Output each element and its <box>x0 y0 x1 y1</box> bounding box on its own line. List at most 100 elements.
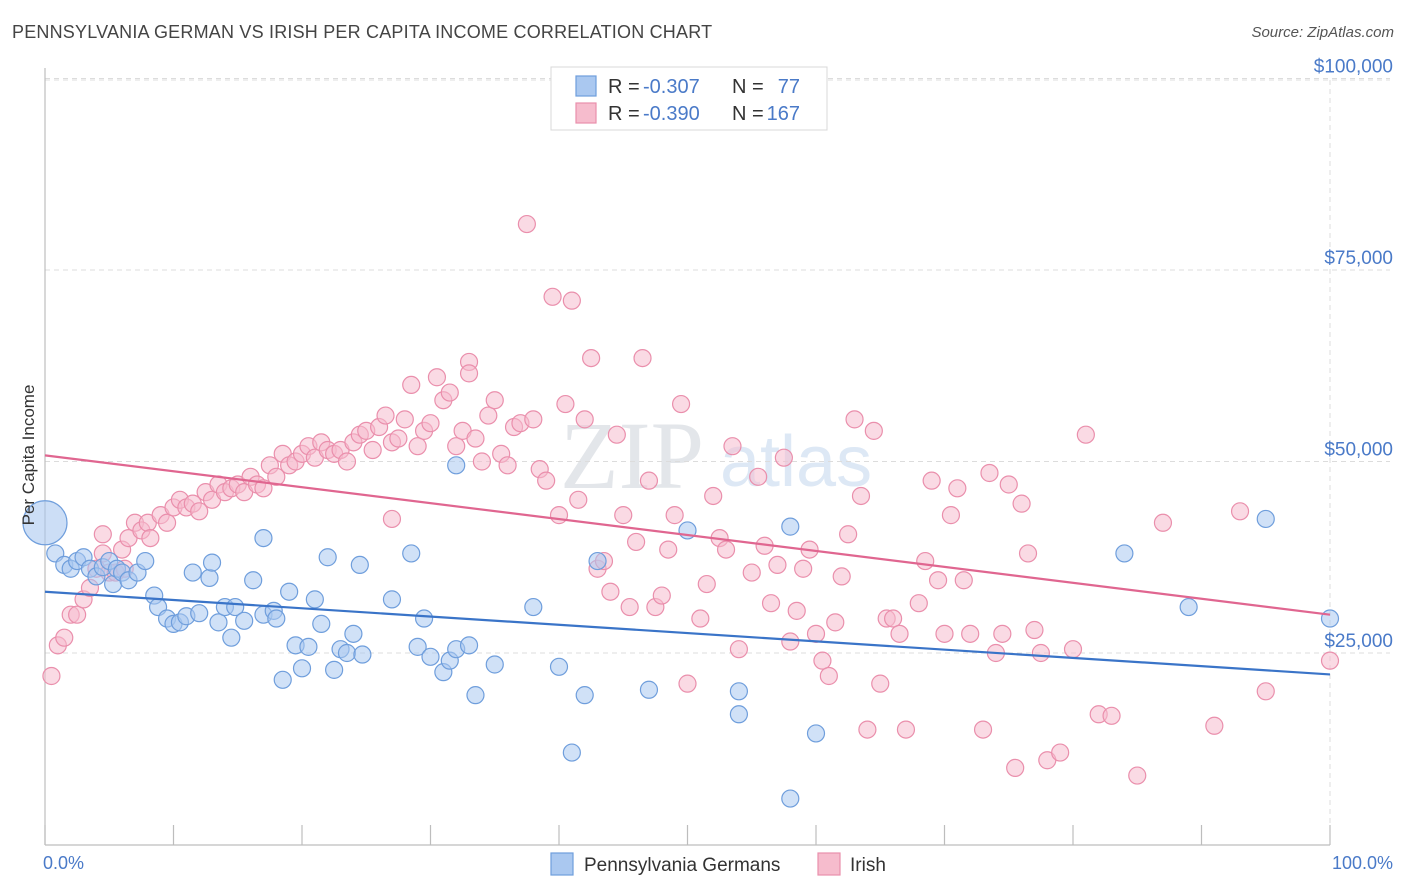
pennsylvania-german-points <box>22 456 1340 808</box>
irish-point-112 <box>761 594 781 613</box>
pennsylvania-german-point-22 <box>190 604 209 623</box>
irish-point-102 <box>691 609 710 628</box>
irish-point-97 <box>652 586 671 605</box>
pennsylvania-german-point-70 <box>781 789 800 808</box>
pennsylvania-german-point-74 <box>1320 609 1340 628</box>
irish-point-84 <box>569 490 588 509</box>
pennsylvania-german-point-large <box>22 500 68 546</box>
irish-point-162 <box>1230 502 1250 521</box>
irish-point-61 <box>421 414 440 433</box>
irish-point-149 <box>1012 494 1031 513</box>
pennsylvania-german-point-72 <box>1115 544 1134 563</box>
irish-point-121 <box>819 666 838 686</box>
stats-legend: R = -0.307 N = 77 R = -0.390 N = 167 <box>550 66 828 131</box>
irish-point-158 <box>1102 706 1121 725</box>
irish-point-18 <box>141 528 160 548</box>
irish-point-107 <box>723 437 742 456</box>
irish-point-139 <box>941 506 961 525</box>
irish-point-125 <box>845 410 864 429</box>
y-tick-label-2: $75,000 <box>1324 248 1393 269</box>
irish-point-148 <box>1006 758 1025 778</box>
irish-point-100 <box>671 394 691 414</box>
irish-point-109 <box>742 563 761 582</box>
irish-point-136 <box>922 471 941 490</box>
pennsylvania-german-point-59 <box>447 456 466 475</box>
irish-point-142 <box>961 624 980 643</box>
legend-n-value-blue: 77 <box>778 76 800 98</box>
irish-point-115 <box>781 632 800 651</box>
pennsylvania-german-point-49 <box>382 590 402 609</box>
irish-point-80 <box>543 287 562 306</box>
pennsylvania-german-point-34 <box>267 609 286 628</box>
bottom-legend-swatch-blue <box>550 852 574 876</box>
pennsylvania-german-point-63 <box>562 743 581 762</box>
irish-point-128 <box>864 421 883 440</box>
irish-point-48 <box>337 452 357 471</box>
irish-point-20 <box>157 513 177 532</box>
pennsylvania-german-point-14 <box>136 551 155 571</box>
irish-point-110 <box>749 467 768 486</box>
pennsylvania-german-point-39 <box>299 637 318 656</box>
x-tick-label-0: 0.0% <box>43 853 84 873</box>
pennsylvania-german-point-71 <box>806 724 826 743</box>
irish-point-70 <box>479 406 498 425</box>
irish-point-25 <box>190 502 209 521</box>
irish-point-141 <box>954 571 973 590</box>
pennsylvania-german-point-27 <box>222 628 241 647</box>
pennsylvania-german-point-67 <box>729 682 749 701</box>
irish-point-127 <box>858 720 877 739</box>
pennsylvania-german-point-51 <box>408 637 427 656</box>
irish-point-156 <box>1076 425 1095 444</box>
legend-n-label-blue: N = <box>732 76 764 98</box>
x-tick-label-1: 100.0% <box>1332 853 1393 873</box>
pennsylvania-german-point-69 <box>781 517 800 536</box>
irish-point-65 <box>447 437 466 456</box>
irish-point-119 <box>806 624 826 643</box>
irish-point-123 <box>832 567 851 586</box>
pennsylvania-german-point-66 <box>639 680 659 699</box>
irish-point-52 <box>363 440 382 460</box>
trend-lines <box>44 454 1331 676</box>
irish-point-137 <box>928 571 948 590</box>
irish-point-150 <box>1018 544 1038 563</box>
pennsylvania-german-point-61 <box>524 597 543 617</box>
irish-point-98 <box>659 540 678 559</box>
irish-point-89 <box>601 582 620 601</box>
pennsylvania-german-point-41 <box>312 614 331 633</box>
irish-point-138 <box>935 624 954 643</box>
irish-point-76 <box>517 214 536 234</box>
legend-r-label-blue: R = <box>608 76 640 98</box>
irish-point-91 <box>614 506 633 525</box>
pennsylvania-german-point-65 <box>588 551 607 571</box>
pennsylvania-german-point-53 <box>421 647 440 666</box>
irish-point-166 <box>459 364 479 383</box>
pennsylvania-german-point-58 <box>466 686 485 705</box>
y-axis-title: Per Capita Income <box>19 385 38 526</box>
irish-point-56 <box>389 429 408 448</box>
irish-point-2 <box>55 628 74 647</box>
irish-point-164 <box>1320 651 1340 670</box>
series-legend: Pennsylvania Germans Irish <box>550 852 886 876</box>
pennsylvania-german-point-35 <box>273 670 292 689</box>
pennsylvania-german-point-21 <box>183 563 202 582</box>
chart-title: PENNSYLVANIA GERMAN VS IRISH PER CAPITA … <box>12 22 713 42</box>
irish-point-161 <box>1205 716 1224 735</box>
pennsylvania-german-point-42 <box>318 548 337 567</box>
pennsylvania-german-point-73 <box>1256 509 1275 529</box>
irish-point-155 <box>1063 640 1083 659</box>
legend-r-value-blue: -0.307 <box>643 76 700 98</box>
irish-point-103 <box>697 574 716 594</box>
irish-point-82 <box>556 394 575 414</box>
pennsylvania-german-point-32 <box>254 528 273 548</box>
irish-point-94 <box>633 348 652 368</box>
legend-r-value-pink: -0.390 <box>643 103 700 125</box>
irish-point-133 <box>896 720 916 739</box>
irish-point-159 <box>1128 766 1147 785</box>
irish-point-134 <box>909 594 928 613</box>
legend-n-value-pink: 167 <box>767 103 800 125</box>
pennsylvania-german-point-38 <box>292 659 312 678</box>
irish-point-144 <box>980 463 999 483</box>
irish-point-140 <box>948 479 967 498</box>
irish-point-147 <box>999 475 1018 494</box>
irish-point-58 <box>402 375 421 394</box>
